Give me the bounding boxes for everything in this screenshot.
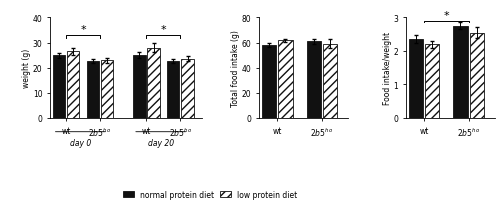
Text: day 20: day 20 bbox=[148, 138, 174, 147]
Bar bbox=[101, 61, 114, 118]
Y-axis label: Food intake/weight: Food intake/weight bbox=[383, 32, 392, 105]
Legend: normal protein diet, low protein diet: normal protein diet, low protein diet bbox=[122, 188, 298, 200]
Bar bbox=[307, 42, 321, 118]
Text: *: * bbox=[80, 25, 86, 35]
Bar bbox=[52, 56, 65, 118]
Bar bbox=[454, 27, 468, 118]
Bar bbox=[86, 62, 99, 118]
Text: day 0: day 0 bbox=[70, 138, 91, 147]
Bar bbox=[167, 62, 179, 118]
Y-axis label: weight (g): weight (g) bbox=[22, 49, 31, 88]
Bar bbox=[425, 45, 439, 118]
Bar bbox=[182, 60, 194, 118]
Bar bbox=[133, 56, 145, 118]
Text: *: * bbox=[444, 11, 449, 21]
Bar bbox=[148, 48, 160, 118]
Y-axis label: Total food intake (g): Total food intake (g) bbox=[232, 30, 240, 106]
Bar bbox=[408, 40, 423, 118]
Text: *: * bbox=[160, 25, 166, 35]
Bar bbox=[323, 45, 337, 118]
Bar bbox=[470, 33, 484, 118]
Bar bbox=[67, 52, 80, 118]
Bar bbox=[262, 46, 276, 118]
Bar bbox=[278, 41, 292, 118]
